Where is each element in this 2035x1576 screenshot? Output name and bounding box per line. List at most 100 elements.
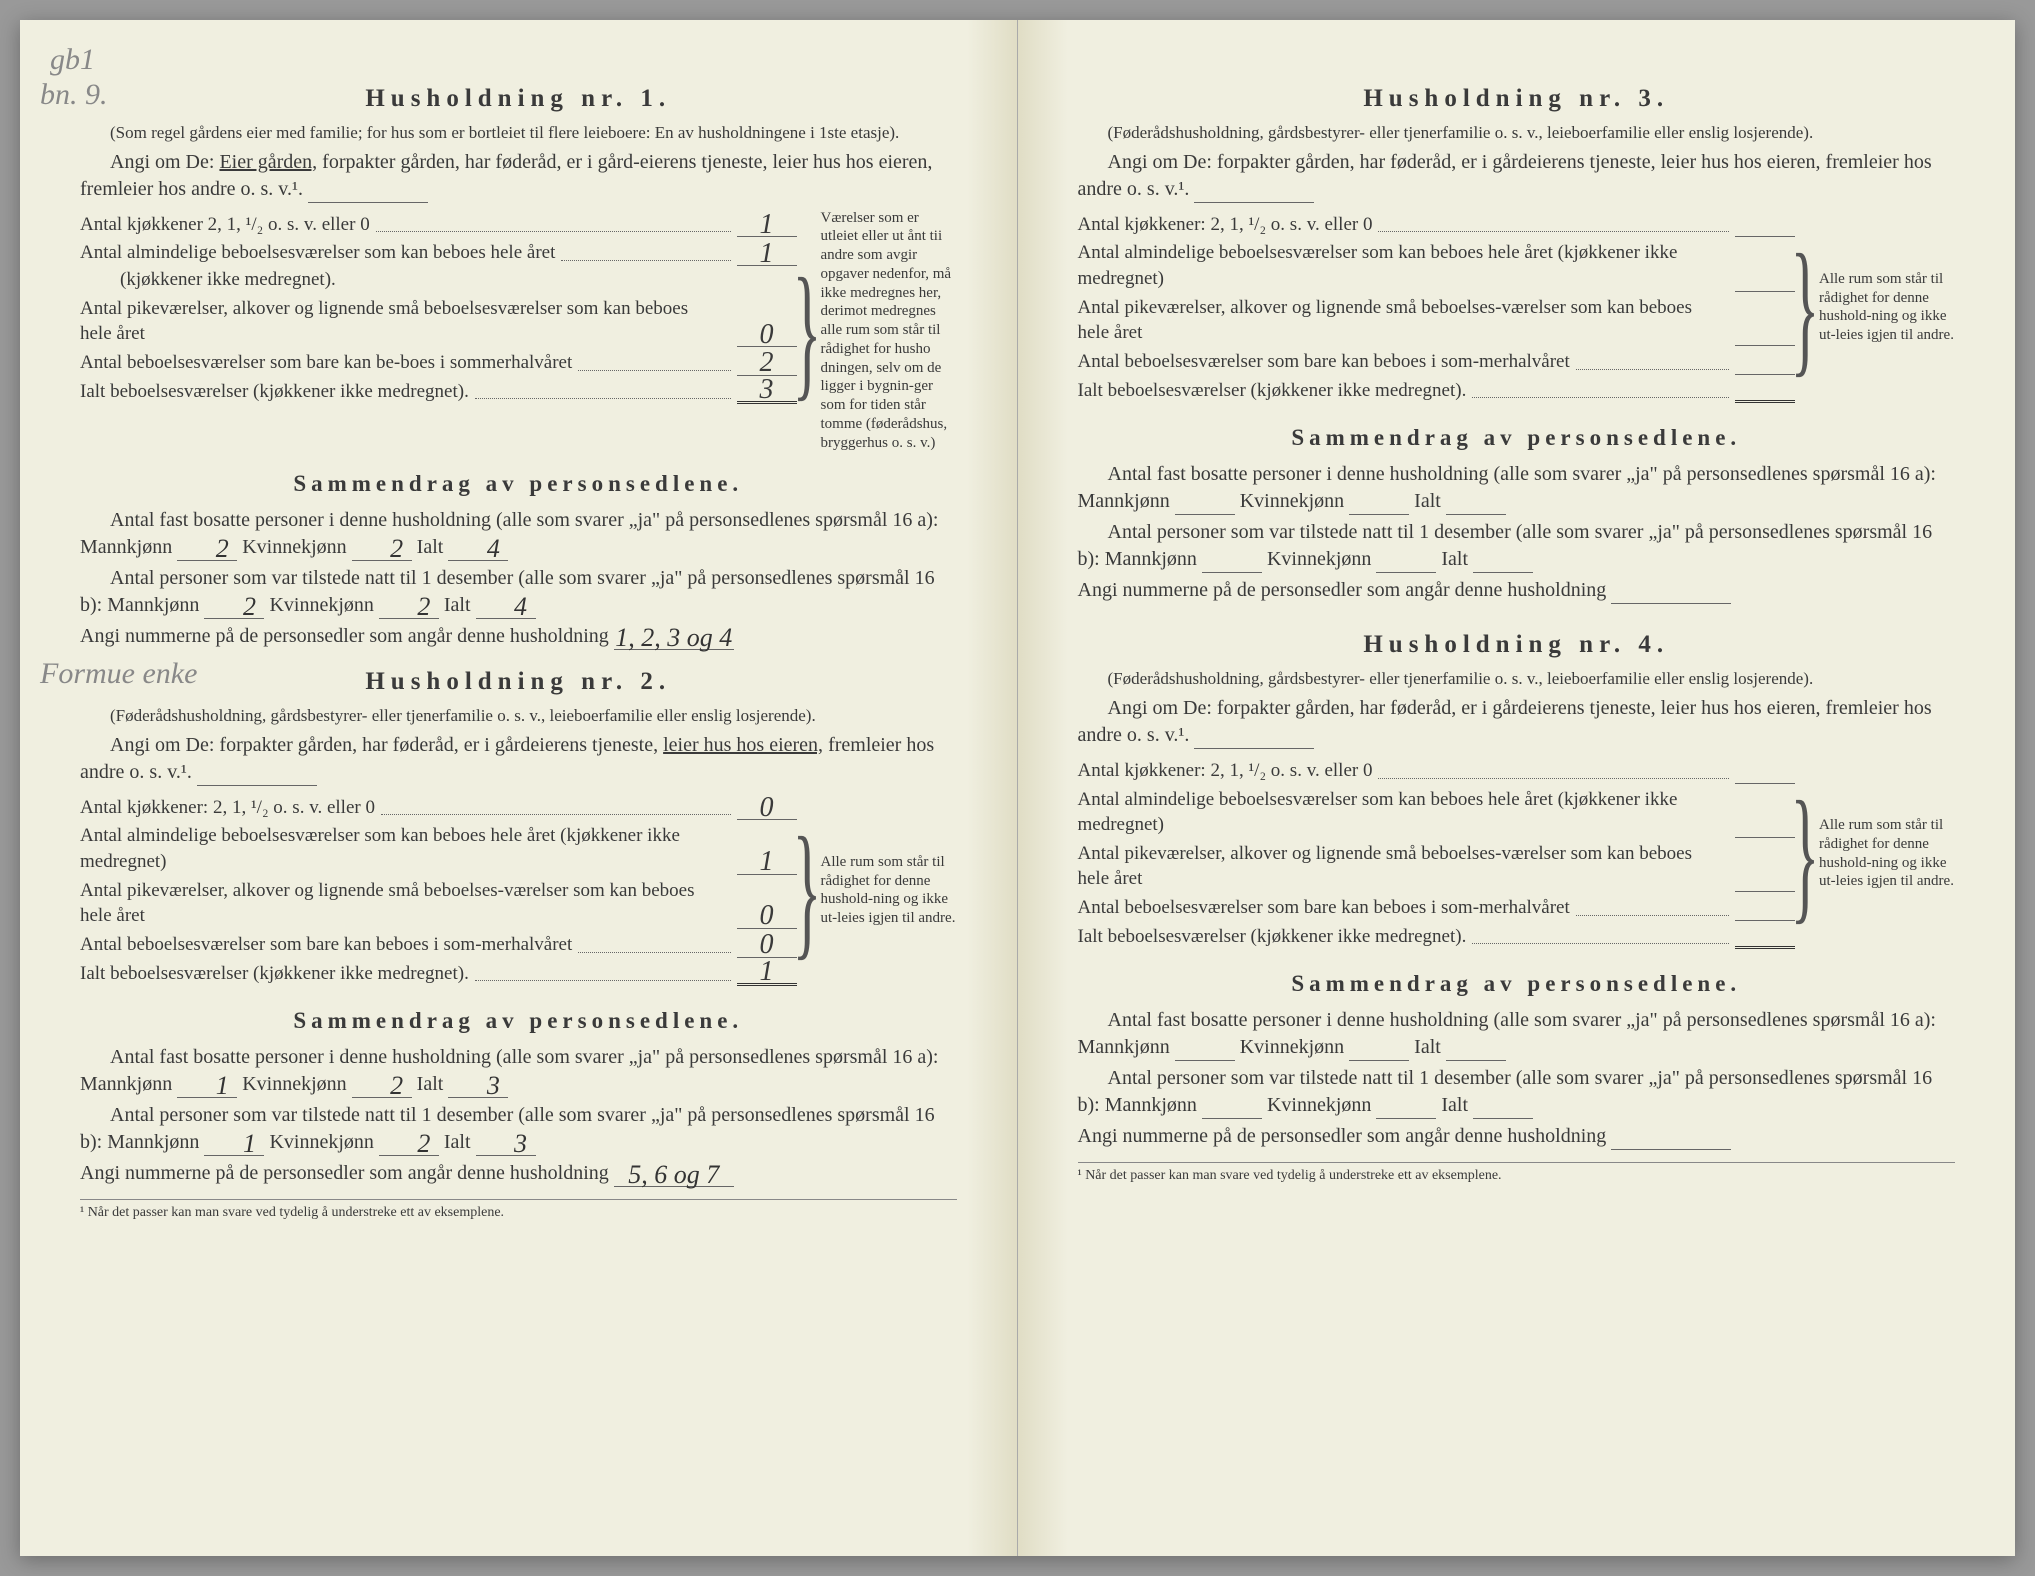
summary-16a: Antal fast bosatte personer i denne hush…: [80, 507, 957, 561]
val-male[interactable]: 1: [177, 1074, 237, 1098]
val-total[interactable]: [1446, 1060, 1506, 1061]
row-kitchens: Antal kjøkkener 2, 1, ¹/₂ o. s. v. eller…: [80, 212, 797, 238]
row-value[interactable]: [1735, 374, 1795, 375]
angi-line: Angi om De: Eier gården, forpakter gårde…: [80, 149, 957, 203]
summary-title: Sammendrag av personsedlene.: [80, 1005, 957, 1036]
label-total: Ialt: [1441, 1094, 1468, 1116]
row-total: Ialt beboelsesværelser (kjøkkener ikke m…: [80, 961, 797, 987]
row-value[interactable]: [1735, 783, 1795, 784]
val-total[interactable]: [1473, 572, 1533, 573]
val-total[interactable]: 3: [448, 1074, 508, 1098]
summary-title: Sammendrag av personsedlene.: [1078, 422, 1956, 453]
val-male[interactable]: [1202, 1118, 1262, 1119]
angi-fill[interactable]: [308, 202, 428, 203]
row-value[interactable]: [1735, 400, 1795, 403]
row-value[interactable]: [1735, 920, 1795, 921]
row-value[interactable]: [1735, 891, 1795, 892]
val-female[interactable]: [1349, 1060, 1409, 1061]
val-female[interactable]: 2: [352, 1074, 412, 1098]
val-female[interactable]: [1349, 514, 1409, 515]
angi-prefix: Angi om De: forpakter gården, har føderå…: [1078, 697, 1932, 746]
val-male[interactable]: [1175, 514, 1235, 515]
row-value[interactable]: 1: [737, 851, 797, 874]
summary-16b: Antal personer som var tilstede natt til…: [1078, 519, 1956, 573]
angi-nummer-value[interactable]: [1611, 1149, 1731, 1150]
row-kitchens: Antal kjøkkener: 2, 1, ¹/₂ o. s. v. elle…: [80, 795, 797, 821]
row-value[interactable]: [1735, 291, 1795, 292]
angi-fill[interactable]: [197, 785, 317, 786]
label-female: Kvinnekjønn: [269, 594, 373, 616]
row-value[interactable]: 3: [737, 379, 797, 404]
brace-note: Alle rum som står til rådighet for denne…: [1815, 209, 1955, 406]
row-value[interactable]: 1: [737, 961, 797, 986]
angi-nummer-value[interactable]: 5, 6 og 7: [614, 1163, 734, 1187]
footnote: ¹ Når det passer kan man svare ved tydel…: [80, 1199, 957, 1223]
row-value[interactable]: [1735, 837, 1795, 838]
row-value[interactable]: [1735, 345, 1795, 346]
val-male[interactable]: [1202, 572, 1262, 573]
angi-underlined: Eier gården,: [219, 151, 317, 173]
label-total: Ialt: [444, 1131, 471, 1153]
row-value[interactable]: 0: [737, 905, 797, 928]
brace-note: Alle rum som står til rådighet for denne…: [1815, 755, 1955, 952]
angi-nummer-value[interactable]: [1611, 603, 1731, 604]
angi-nummer-value[interactable]: 1, 2, 3 og 4: [614, 626, 734, 650]
row-value[interactable]: 1: [737, 214, 797, 237]
row-total: Ialt beboelsesværelser (kjøkkener ikke m…: [1078, 924, 1796, 950]
row-label: Antal kjøkkener: 2, 1, ¹/₂ o. s. v. elle…: [80, 795, 375, 821]
angi-nummer-label: Angi nummerne på de personsedler som ang…: [80, 1162, 609, 1184]
angi-fill[interactable]: [1194, 748, 1314, 749]
row-value[interactable]: 1: [737, 243, 797, 266]
val-male[interactable]: 2: [204, 595, 264, 619]
row-total: Ialt beboelsesværelser (kjøkkener ikke m…: [80, 379, 797, 405]
val-female[interactable]: 2: [352, 537, 412, 561]
brace-note: Alle rum som står til rådighet for denne…: [817, 792, 957, 989]
angi-line: Angi om De: forpakter gården, har føderå…: [80, 732, 957, 786]
val-female[interactable]: 2: [379, 1132, 439, 1156]
val-male[interactable]: 1: [204, 1132, 264, 1156]
angi-fill[interactable]: [1194, 202, 1314, 203]
row-label: Antal pikeværelser, alkover og lignende …: [1078, 841, 1724, 892]
val-male[interactable]: 2: [177, 537, 237, 561]
val-total[interactable]: 3: [476, 1132, 536, 1156]
val-female[interactable]: 2: [379, 595, 439, 619]
val-total[interactable]: 4: [448, 537, 508, 561]
angi-line: Angi om De: forpakter gården, har føderå…: [1078, 149, 1956, 203]
row-value[interactable]: [1735, 236, 1795, 237]
val-male[interactable]: [1175, 1060, 1235, 1061]
angi-nummer-line: Angi nummerne på de personsedler som ang…: [1078, 577, 1956, 604]
val-female[interactable]: [1376, 1118, 1436, 1119]
summary-title: Sammendrag av personsedlene.: [80, 468, 957, 499]
row-maid-rooms: Antal pikeværelser, alkover og lignende …: [80, 296, 797, 347]
val-female[interactable]: [1376, 572, 1436, 573]
row-value[interactable]: 0: [737, 324, 797, 347]
brace-note: Værelser som er utleiet eller ut ånt tii…: [817, 209, 957, 453]
section-paren: (Føderådshusholdning, gårdsbestyrer- ell…: [1078, 122, 1956, 145]
row-label: Ialt beboelsesværelser (kjøkkener ikke m…: [1078, 378, 1467, 404]
summary-text: Antal personer som var tilstede natt til…: [1078, 521, 1933, 570]
row-value[interactable]: 0: [737, 797, 797, 820]
row-value[interactable]: 0: [737, 934, 797, 957]
row-value[interactable]: 2: [737, 352, 797, 375]
row-label: Ialt beboelsesværelser (kjøkkener ikke m…: [1078, 924, 1467, 950]
row-total: Ialt beboelsesværelser (kjøkkener ikke m…: [1078, 378, 1796, 404]
label-female: Kvinnekjønn: [1240, 1036, 1344, 1058]
val-total[interactable]: [1473, 1118, 1533, 1119]
angi-prefix: Angi om De: forpakter gården, har føderå…: [110, 734, 663, 756]
summary-16a: Antal fast bosatte personer i denne hush…: [1078, 461, 1956, 515]
row-label: Antal kjøkkener: 2, 1, ¹/₂ o. s. v. elle…: [1078, 212, 1373, 238]
right-page: Husholdning nr. 3. (Føderådshusholdning,…: [1018, 20, 2016, 1556]
row-label: Antal almindelige beboelsesværelser som …: [80, 240, 555, 266]
row-kitchens: Antal kjøkkener: 2, 1, ¹/₂ o. s. v. elle…: [1078, 758, 1796, 784]
angi-nummer-line: Angi nummerne på de personsedler som ang…: [80, 1160, 957, 1187]
row-label: Antal beboelsesværelser som bare kan beb…: [80, 932, 572, 958]
val-total[interactable]: 4: [476, 595, 536, 619]
summary-16a: Antal fast bosatte personer i denne hush…: [80, 1044, 957, 1098]
row-ordinary-rooms: Antal almindelige beboelsesværelser som …: [80, 823, 797, 874]
summary-16a: Antal fast bosatte personer i denne hush…: [1078, 1007, 1956, 1061]
row-label: Ialt beboelsesværelser (kjøkkener ikke m…: [80, 961, 469, 987]
val-total[interactable]: [1446, 514, 1506, 515]
section-title: Husholdning nr. 1.: [80, 82, 957, 116]
row-value[interactable]: [1735, 946, 1795, 949]
label-total: Ialt: [417, 1073, 444, 1095]
